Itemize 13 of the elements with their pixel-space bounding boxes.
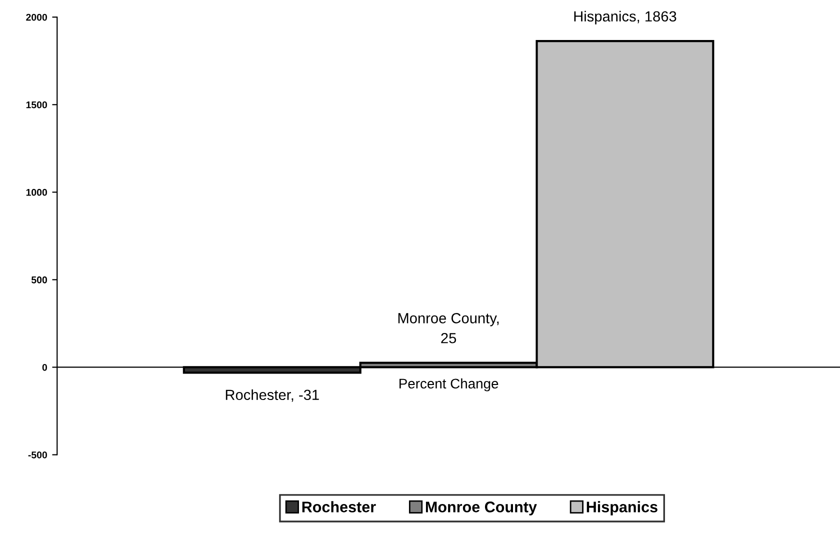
- y-tick-label: 2000: [26, 14, 47, 21]
- legend-label: Hispanics: [586, 501, 658, 516]
- data-label: Rochester, -31: [226, 389, 319, 402]
- y-tick-label: 1500: [26, 101, 47, 108]
- x-tick-label: Percent Change: [400, 378, 498, 392]
- data-label: Hispanics, 1863: [574, 10, 676, 24]
- legend-label: Monroe County: [426, 502, 537, 516]
- y-tick-label: 0: [42, 364, 47, 371]
- legend-label: Rochester: [302, 501, 376, 512]
- y-tick-label: 500: [31, 276, 47, 284]
- y-tick-label: 1000: [26, 188, 47, 196]
- data-label: Monroe County, 25: [398, 313, 499, 344]
- y-tick-label: -500: [28, 451, 47, 458]
